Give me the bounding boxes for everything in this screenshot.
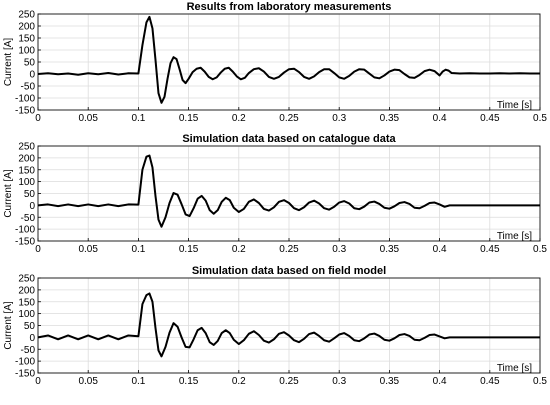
y-tick-label: 100 (18, 46, 35, 57)
x-tick-label: 0.5 (533, 113, 547, 124)
y-tick-label: -50 (21, 82, 36, 93)
x-axis-label: Time [s] (497, 363, 532, 374)
y-tick-label: 200 (18, 22, 35, 33)
y-tick-label: -150 (15, 369, 35, 380)
x-tick-label: 0.15 (179, 376, 199, 387)
x-tick-label: 0.4 (433, 376, 447, 387)
y-axis-label: Current [A] (3, 301, 14, 350)
x-tick-label: 0.3 (332, 244, 346, 255)
x-tick-label: 0.4 (433, 113, 447, 124)
series-line (37, 154, 540, 228)
y-tick-label: -150 (15, 237, 35, 248)
x-tick-label: 0.15 (179, 113, 199, 124)
y-tick-label: 0 (29, 70, 35, 81)
x-tick-label: 0.05 (78, 244, 98, 255)
series-line (37, 15, 540, 104)
y-tick-label: 50 (24, 321, 36, 332)
x-tick-label: 0.35 (380, 244, 400, 255)
subplot-3: 0 0.05 0.1 0.15 0.2 0.25 0.3 0.35 0.4 0.45 0.5 -150… (3, 265, 547, 387)
x-tick-label: 0.2 (232, 113, 246, 124)
x-axis-label: Time [s] (497, 231, 532, 242)
x-tick-label: 0.15 (179, 244, 199, 255)
y-axis-label: Current [A] (3, 169, 14, 218)
x-tick-label: 0.25 (279, 376, 299, 387)
y-tick-label: 50 (24, 189, 36, 200)
y-tick-label: 150 (18, 165, 35, 176)
x-tick-label: 0.35 (380, 376, 400, 387)
chart-title: Results from laboratory measurements (187, 1, 392, 13)
y-tick-label: -100 (15, 357, 35, 368)
y-tick-label: -150 (15, 106, 35, 117)
chart-title: Simulation data based on field model (192, 265, 386, 277)
y-tick-label: 50 (24, 58, 36, 69)
x-tick-label: 0.1 (131, 113, 145, 124)
x-tick-label: 0.1 (131, 376, 145, 387)
y-tick-label: 0 (29, 333, 35, 344)
x-tick-label: 0.5 (533, 376, 547, 387)
chart-title: Simulation data based on catalogue data (182, 133, 396, 145)
y-tick-label: -50 (21, 213, 36, 224)
y-tick-label: -100 (15, 225, 35, 236)
x-tick-label: 0.2 (232, 376, 246, 387)
x-tick-label: 0 (35, 376, 41, 387)
subplot-1: 0 0.05 0.1 0.15 0.2 0.25 0.3 0.35 0.4 0.45 0.5 -150… (3, 1, 547, 124)
x-tick-label: 0.05 (78, 376, 98, 387)
x-tick-label: 0.45 (480, 376, 500, 387)
y-tick-label: 100 (18, 309, 35, 320)
x-axis-label: Time [s] (497, 100, 532, 111)
y-tick-label: 0 (29, 201, 35, 212)
y-tick-label: -100 (15, 94, 35, 105)
x-tick-label: 0.05 (78, 113, 98, 124)
series-line (37, 292, 540, 358)
x-tick-label: 0.4 (433, 244, 447, 255)
subplot-2: 0 0.05 0.1 0.15 0.2 0.25 0.3 0.35 0.4 0.45 0.5 -150… (3, 133, 547, 255)
y-tick-label: 200 (18, 153, 35, 164)
x-tick-label: 0.1 (131, 244, 145, 255)
y-tick-label: -50 (21, 345, 36, 356)
x-tick-label: 0 (35, 244, 41, 255)
x-tick-label: 0.2 (232, 244, 246, 255)
x-tick-label: 0.3 (332, 376, 346, 387)
x-tick-label: 0.25 (279, 113, 299, 124)
y-tick-label: 250 (18, 274, 35, 285)
y-tick-label: 250 (18, 142, 35, 153)
y-tick-label: 250 (18, 10, 35, 21)
x-tick-label: 0.35 (380, 113, 400, 124)
x-tick-label: 0.45 (480, 113, 500, 124)
y-tick-label: 150 (18, 34, 35, 45)
x-tick-label: 0.3 (332, 113, 346, 124)
y-tick-label: 100 (18, 177, 35, 188)
x-tick-label: 0.5 (533, 244, 547, 255)
y-tick-label: 200 (18, 285, 35, 296)
x-tick-label: 0.45 (480, 244, 500, 255)
y-tick-label: 150 (18, 297, 35, 308)
x-tick-label: 0 (35, 113, 41, 124)
x-tick-label: 0.25 (279, 244, 299, 255)
y-axis-label: Current [A] (3, 38, 14, 87)
